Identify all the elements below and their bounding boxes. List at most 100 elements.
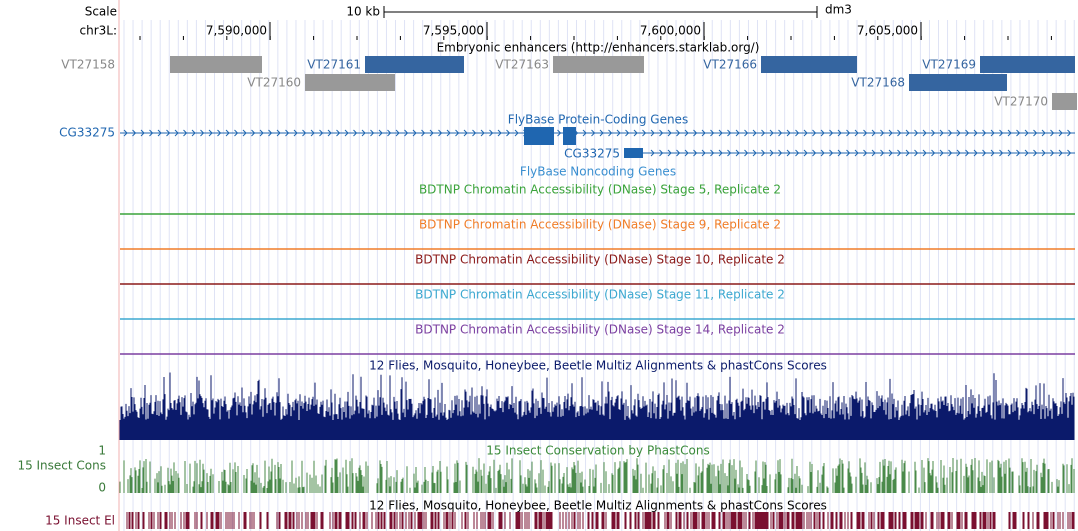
strand-arrow xyxy=(1050,129,1055,137)
strand-arrow xyxy=(370,129,375,137)
strand-arrow xyxy=(276,129,281,137)
strand-arrow xyxy=(463,129,468,137)
strand-arrow xyxy=(735,149,740,157)
strand-arrow xyxy=(353,129,358,137)
strand-arrow xyxy=(982,129,987,137)
strand-arrow xyxy=(599,129,604,137)
assembly: dm3 xyxy=(825,3,852,17)
strand-arrow xyxy=(710,149,715,157)
enhancer-label: VT27170 xyxy=(994,95,1048,109)
strand-arrow xyxy=(650,149,655,157)
strand-arrow xyxy=(948,149,953,157)
strand-arrow xyxy=(735,129,740,137)
strand-arrow xyxy=(506,129,511,137)
strand-arrow xyxy=(778,149,783,157)
strand-arrow xyxy=(1067,149,1072,157)
strand-arrow xyxy=(897,149,902,157)
exon xyxy=(563,127,576,145)
strand-arrow xyxy=(693,149,698,157)
strand-arrow xyxy=(667,129,672,137)
strand-arrow xyxy=(837,129,842,137)
strand-arrow xyxy=(990,129,995,137)
strand-arrow xyxy=(319,129,324,137)
strand-arrow xyxy=(769,129,774,137)
strand-arrow xyxy=(897,129,902,137)
strand-arrow xyxy=(701,149,706,157)
strand-arrow xyxy=(999,149,1004,157)
strand-arrow xyxy=(412,129,417,137)
enhancer-label: VT27158 xyxy=(61,58,115,72)
exon xyxy=(524,127,554,145)
strand-arrow xyxy=(302,129,307,137)
strand-arrow xyxy=(242,129,247,137)
strand-arrow xyxy=(421,129,426,137)
phastcons-signal xyxy=(119,458,1075,493)
strand-arrow xyxy=(132,129,137,137)
strand-arrow xyxy=(293,129,298,137)
strand-arrow xyxy=(761,129,766,137)
strand-arrow xyxy=(905,149,910,157)
strand-arrow xyxy=(285,129,290,137)
strand-arrow xyxy=(905,129,910,137)
strand-arrow xyxy=(1033,149,1038,157)
strand-arrow xyxy=(344,129,349,137)
ruler-tick-label: 7,595,000 xyxy=(423,24,484,38)
strand-arrow xyxy=(863,149,868,157)
strand-arrow xyxy=(514,129,519,137)
strand-arrow xyxy=(999,129,1004,137)
strand-arrow xyxy=(183,129,188,137)
strand-arrow xyxy=(931,129,936,137)
track-title: 15 Insect Conservation by PhastCons xyxy=(486,444,709,458)
strand-arrow xyxy=(880,149,885,157)
strand-arrow xyxy=(336,129,341,137)
strand-arrow xyxy=(803,149,808,157)
strand-arrow xyxy=(1007,129,1012,137)
track-title: 12 Flies, Mosquito, Honeybee, Beetle Mul… xyxy=(369,499,827,513)
enhancer-label: VT27166 xyxy=(703,58,757,72)
strand-arrow xyxy=(786,149,791,157)
strand-arrow xyxy=(786,129,791,137)
strand-arrow xyxy=(387,129,392,137)
grid xyxy=(123,20,1075,531)
strand-arrow xyxy=(795,129,800,137)
strand-arrow xyxy=(208,129,213,137)
strand-arrow xyxy=(922,129,927,137)
strand-arrow xyxy=(752,149,757,157)
strand-arrow xyxy=(1007,149,1012,157)
strand-arrow xyxy=(268,129,273,137)
enhancer xyxy=(1052,93,1077,110)
enhancer-label: VT27168 xyxy=(851,76,905,90)
strand-arrow xyxy=(854,149,859,157)
strand-arrow xyxy=(829,149,834,157)
strand-arrow xyxy=(378,129,383,137)
strand-arrow xyxy=(701,129,706,137)
strand-arrow xyxy=(166,129,171,137)
ruler-tick-label: 7,600,000 xyxy=(640,24,701,38)
strand-arrow xyxy=(174,129,179,137)
strand-arrow xyxy=(982,149,987,157)
strand-arrow xyxy=(914,129,919,137)
enhancer xyxy=(761,56,857,73)
enhancer xyxy=(980,56,1075,73)
ruler-tick-label: 7,605,000 xyxy=(857,24,918,38)
strand-arrow xyxy=(259,129,264,137)
strand-arrow xyxy=(684,149,689,157)
strand-arrow xyxy=(667,149,672,157)
strand-arrow xyxy=(846,129,851,137)
track-title: BDTNP Chromatin Accessibility (DNase) St… xyxy=(415,323,785,337)
enhancer-label: VT27169 xyxy=(922,58,976,72)
strand-arrow xyxy=(684,129,689,137)
strand-arrow xyxy=(642,129,647,137)
strand-arrow xyxy=(744,129,749,137)
track-title: FlyBase Noncoding Genes xyxy=(520,165,676,179)
scale-label: Scale xyxy=(85,5,117,19)
strand-arrow xyxy=(225,129,230,137)
strand-arrow xyxy=(812,129,817,137)
chrom-label: chr3L: xyxy=(80,24,118,38)
strand-arrow xyxy=(395,129,400,137)
strand-arrow xyxy=(803,129,808,137)
strand-arrow xyxy=(251,129,256,137)
strand-arrow xyxy=(871,149,876,157)
strand-arrow xyxy=(157,129,162,137)
strand-arrow xyxy=(1024,149,1029,157)
